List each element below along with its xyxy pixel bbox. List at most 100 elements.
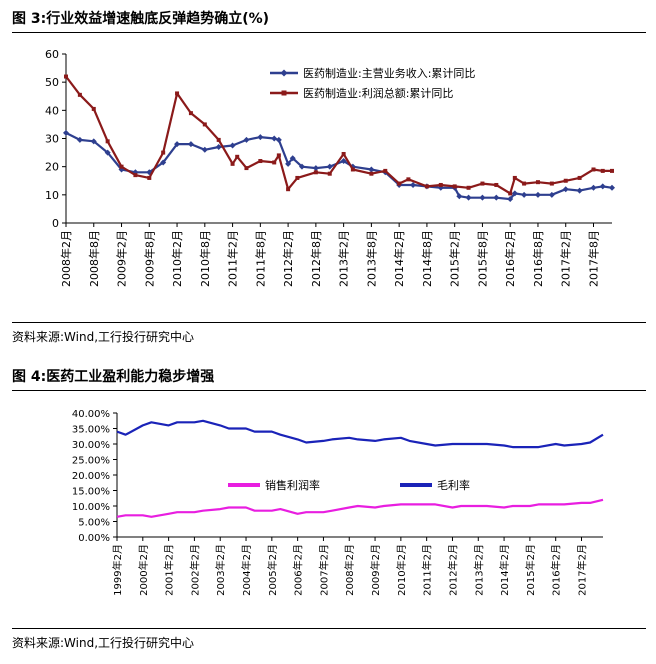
series-line-1 [116,498,604,518]
series-2-point [424,184,429,189]
y-tick-label: 60 [45,48,59,61]
y-tick-label: 30 [45,133,59,146]
series-line-2 [116,419,604,449]
series-1-point [340,158,347,165]
profit-growth-line-chart: 0 10 20 30 40 50 60 2008年2月 2008年8月 2009年2月 2009年8… [45,48,615,287]
y-tick-label: 30.00% [72,440,110,451]
figure2-title: 图 4:医药工业盈利能力稳步增强 [12,369,215,385]
x-tick-label: 2016年8月 [531,230,545,287]
legend-label-2: 医药制造业:利润总额:累计同比 [303,86,453,100]
series-2-point [610,168,614,173]
series-2-point [452,184,457,189]
x-tick-label: 2008年2月 [343,544,356,596]
series-1-point [229,142,236,149]
series-1-point [275,136,282,143]
series-1-point [243,136,250,143]
y-tick-label: 20.00% [72,471,110,482]
series-2-point [276,153,281,158]
series-2-point [591,167,596,172]
x-tick-label: 2006年2月 [292,544,305,596]
series-2-point [563,178,568,183]
figure1-top-rule [12,32,646,33]
y-tick-label: 25.00% [72,456,110,467]
series-1-point [257,134,264,141]
series-2-point [577,175,582,180]
series-1-point [548,191,555,198]
series-1-point [507,196,514,203]
series-2-point [161,150,166,155]
series-1-point [215,143,222,150]
series-2-point [494,182,499,187]
series-2-point [216,137,221,142]
series-1-point [349,163,356,170]
series-2-point [512,175,517,180]
y-tick-label: 15.00% [72,487,110,498]
x-tick-label: 2013年2月 [472,544,485,596]
x-tick-label: 2002年2月 [188,544,201,596]
figure1-title: 图 3:行业效益增速触底反弹趋势确立(%) [12,11,270,27]
series-2-point [91,106,96,111]
x-tick-label: 2009年2月 [369,544,382,596]
x-tick-label: 2017年2月 [559,230,573,287]
series-2-point [64,74,68,79]
x-tick-label: 2016年2月 [550,544,563,596]
series-1-point [63,129,69,136]
legend-marker-2 [281,90,287,96]
x-tick-label: 2011年8月 [253,230,267,287]
y-tick-label: 35.00% [72,425,110,436]
series-2-point [406,177,411,182]
series-2-point [369,171,374,176]
x-tick-label: 2015年2月 [524,544,537,596]
series-2-point [295,175,300,180]
x-tick-label: 1999年2月 [111,544,124,596]
series-1-point [201,146,208,153]
series-1-point [534,191,541,198]
x-tick-label: 2013年2月 [337,230,351,287]
x-tick-label: 2001年2月 [163,544,176,596]
series-1-point [298,163,305,170]
series-2-point [466,185,471,190]
series-1-point [410,181,417,188]
x-tick-label: 2012年8月 [309,230,323,287]
series-2-point [341,151,346,156]
x-tick-label: 2015年8月 [475,230,489,287]
x-tick-label: 2017年8月 [586,230,600,287]
series-2-point [508,191,513,196]
series-2-point [480,181,485,186]
y-tick-label: 40.00% [72,409,110,420]
series-1-point [104,149,111,156]
series-1-point [285,160,292,167]
series-2-point [235,154,240,159]
x-tick-label: 2009年2月 [115,230,129,287]
figure2-bottom-rule [12,628,646,629]
x-tick-label: 2010年2月 [395,544,408,596]
x-tick-label: 2007年2月 [317,544,330,596]
y-tick-label: 0 [52,217,59,230]
series-1-point [312,165,319,172]
series-1-point [576,187,583,194]
x-tick-label: 2014年8月 [420,230,434,287]
series-1-point [326,163,333,170]
x-tick-label: 2010年8月 [198,230,212,287]
y-tick-label: 10.00% [72,502,110,513]
figure1-bottom-rule [12,322,646,323]
x-tick-label: 2014年2月 [392,230,406,287]
y-tick-label: 20 [45,161,59,174]
series-1-point [187,141,194,148]
series-2-point [188,111,193,116]
series-1-point [609,184,615,191]
series-line-1 [65,131,613,201]
series-2-point [147,175,152,180]
x-tick-label: 2000年2月 [137,544,150,596]
series-1-point [493,194,500,201]
series-1-point [599,183,606,190]
series-2-point [105,139,110,144]
series-2-point [313,170,318,175]
series-2-point [133,173,138,178]
series-1-point [590,184,597,191]
series-1-point [465,194,472,201]
series-1-point [160,159,167,166]
x-tick-label: 2008年2月 [59,230,73,287]
series-1-point [456,193,463,200]
series-2-point [350,167,355,172]
